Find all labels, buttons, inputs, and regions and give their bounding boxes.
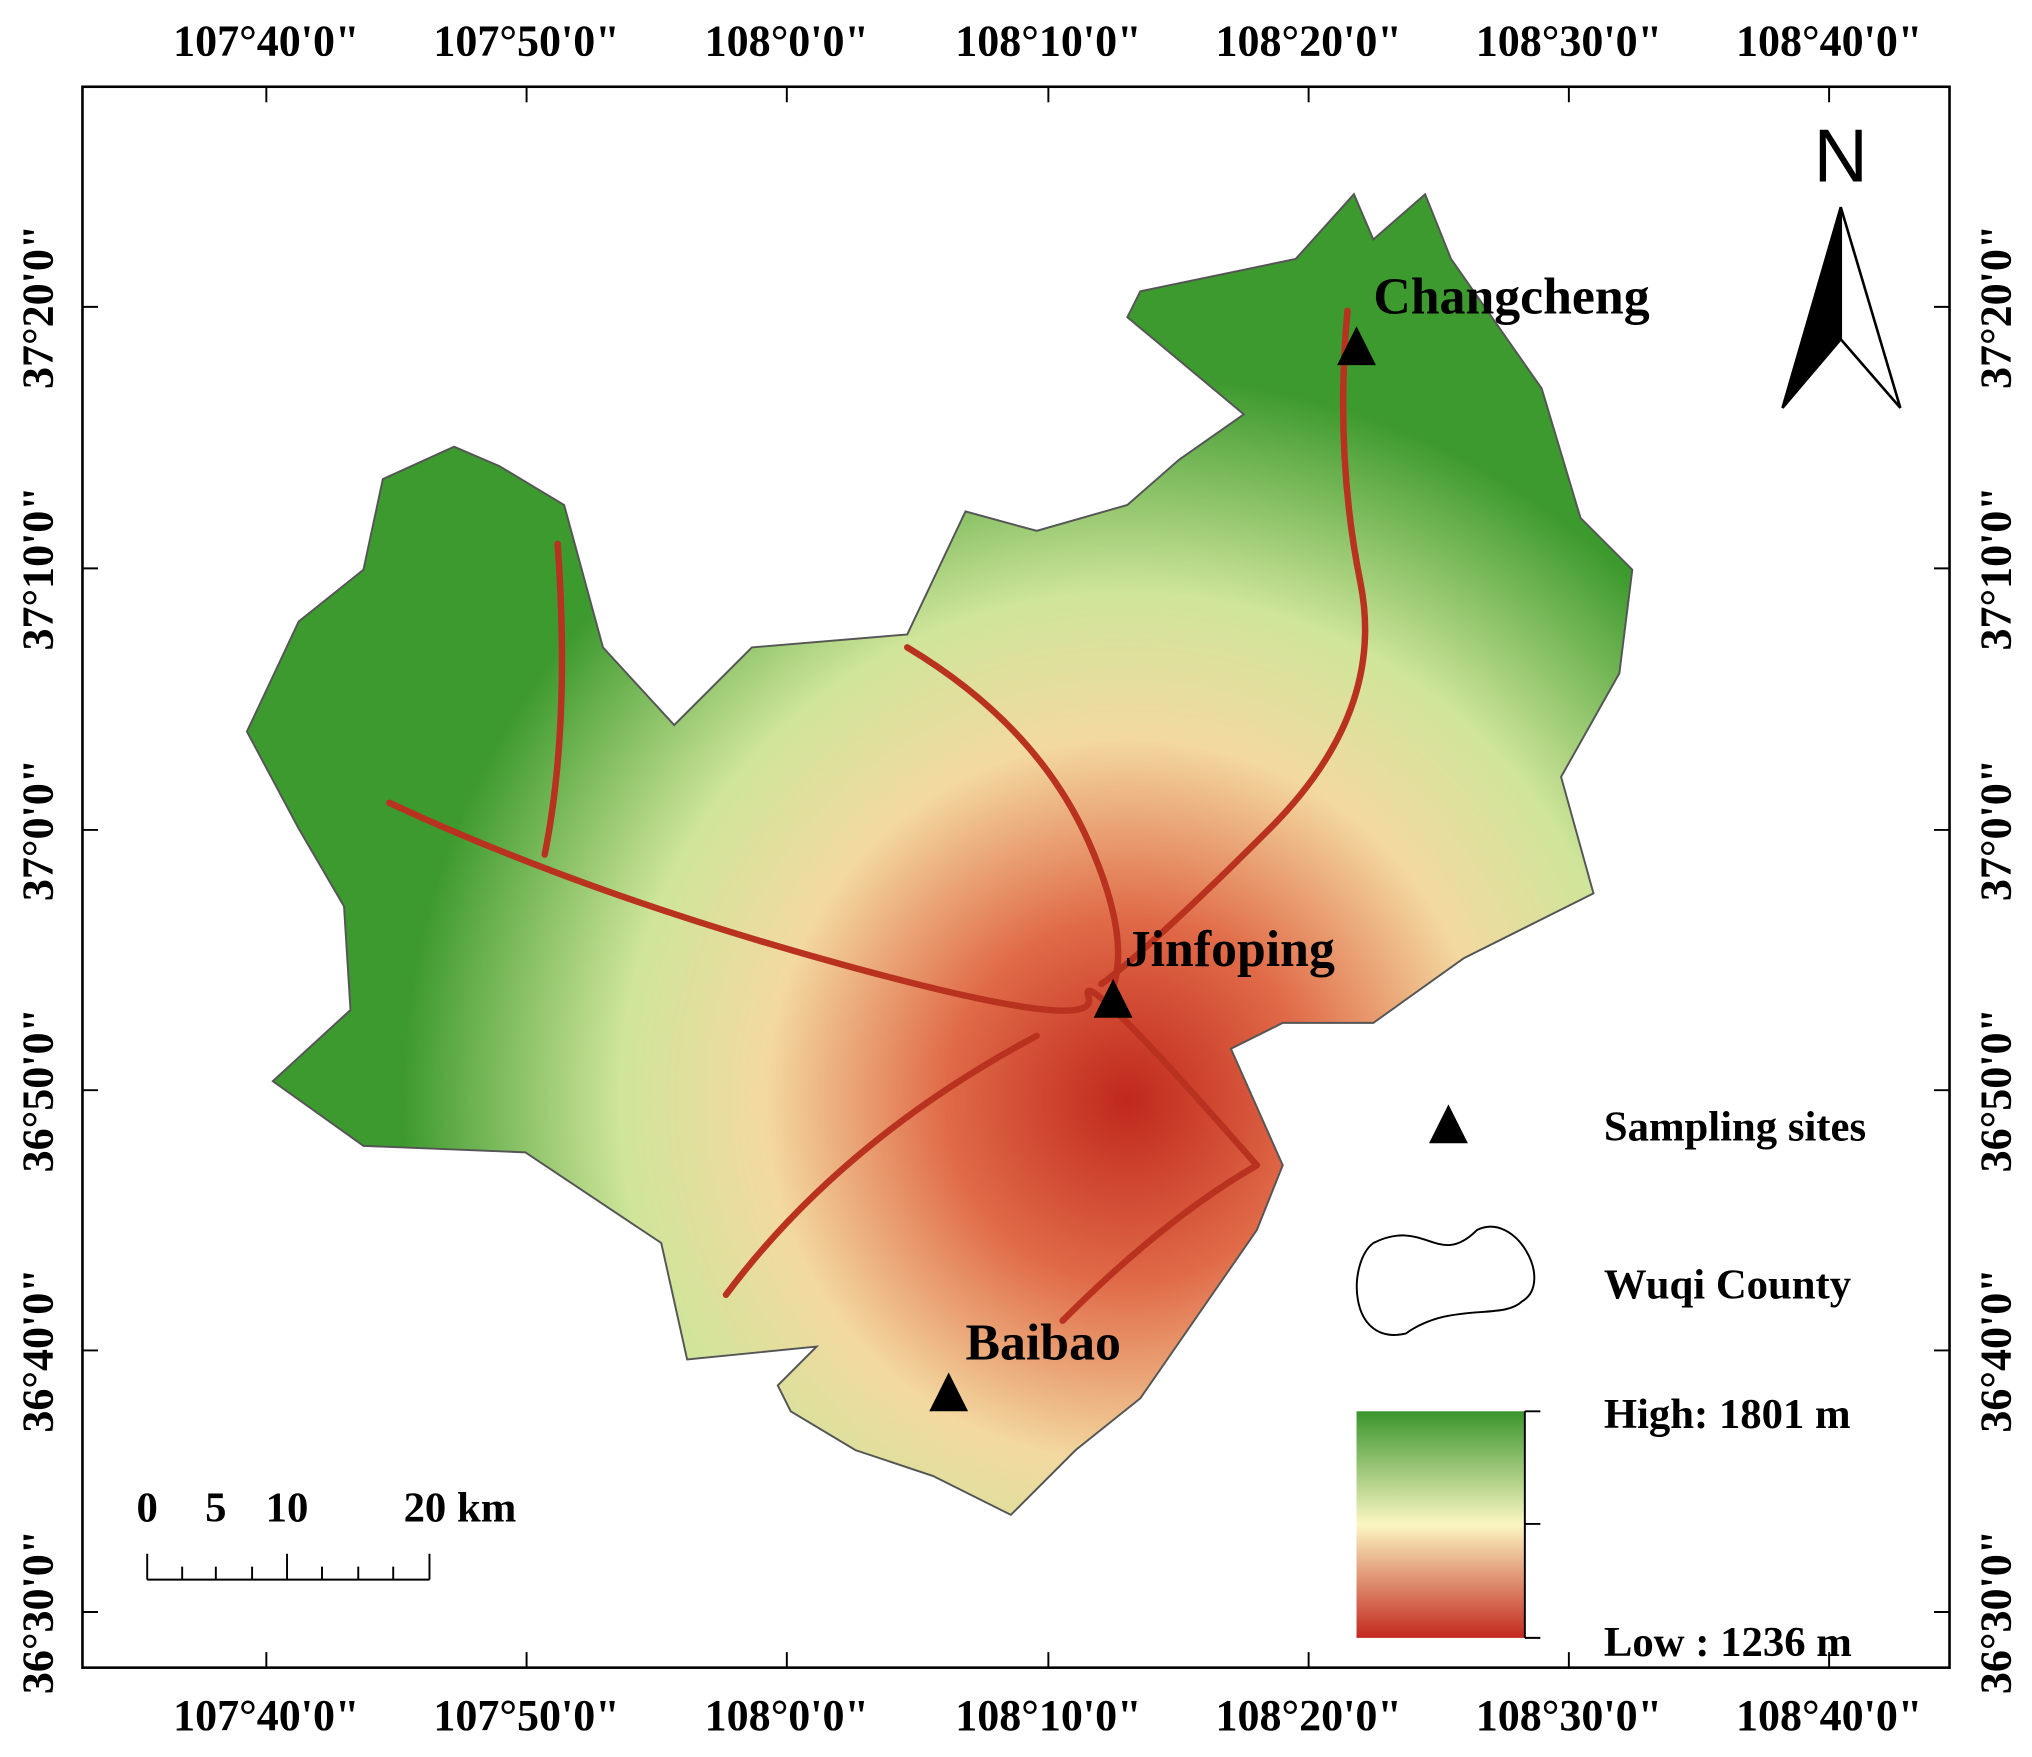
scale-label: 10 <box>266 1484 309 1531</box>
lat-label: 36°30'0" <box>1971 1530 2020 1694</box>
lat-label: 37°10'0" <box>1971 486 2020 650</box>
legend-label: Low : 1236 m <box>1604 1619 1852 1666</box>
lat-label: 37°0'0" <box>14 759 63 901</box>
lon-label: 107°40'0" <box>173 17 359 66</box>
lon-label: 108°10'0" <box>955 17 1141 66</box>
wuqi-county <box>245 192 1634 1517</box>
lon-label: 107°50'0" <box>433 1691 619 1740</box>
lat-label: 37°10'0" <box>14 486 63 650</box>
lon-label: 108°0'0" <box>705 17 869 66</box>
lon-label: 108°40'0" <box>1736 17 1922 66</box>
map-frame <box>81 85 1951 1669</box>
lon-label: 108°30'0" <box>1476 17 1662 66</box>
legend-label: High: 1801 m <box>1604 1391 1851 1438</box>
lon-label: 108°20'0" <box>1215 1691 1401 1740</box>
lon-label: 107°50'0" <box>433 17 619 66</box>
lat-label: 37°0'0" <box>1971 759 2020 901</box>
lat-label: 36°50'0" <box>14 1008 63 1172</box>
lat-label: 37°20'0" <box>1971 225 2020 389</box>
graticule: 107°40'0" 107°40'0" 107°50'0" 107°50'0" 108°… <box>14 17 2021 1740</box>
lon-label: 108°30'0" <box>1476 1691 1662 1740</box>
lat-label: 36°50'0" <box>1971 1008 2020 1172</box>
lat-label: 36°40'0" <box>1971 1268 2020 1432</box>
lon-label: 108°10'0" <box>955 1691 1141 1740</box>
lon-label: 108°20'0" <box>1215 17 1401 66</box>
site-label: Jinfoping <box>1125 921 1335 978</box>
scale-label: 5 <box>205 1484 226 1531</box>
lat-label: 36°30'0" <box>14 1530 63 1694</box>
lon-label: 108°0'0" <box>705 1691 869 1740</box>
lon-label: 107°40'0" <box>173 1691 359 1740</box>
lat-label: 36°40'0" <box>14 1268 63 1432</box>
site-label: Changcheng <box>1373 268 1649 325</box>
north-label: N <box>1814 113 1868 197</box>
legend: Sampling sites Wuqi County High: 1801 m … <box>1355 1104 1866 1666</box>
legend-label: Wuqi County <box>1604 1262 1851 1309</box>
scale-label: 20 km <box>404 1484 517 1531</box>
scale-label: 0 <box>137 1484 158 1531</box>
sites: Changcheng Jinfoping Baibao <box>929 268 1650 1412</box>
lat-label: 37°20'0" <box>14 225 63 389</box>
scale-bar: 0 5 10 20 km <box>137 1484 517 1581</box>
north-arrow: N <box>1781 113 1902 409</box>
lon-label: 108°40'0" <box>1736 1691 1922 1740</box>
legend-label: Sampling sites <box>1604 1104 1866 1151</box>
site-label: Baibao <box>966 1315 1121 1372</box>
